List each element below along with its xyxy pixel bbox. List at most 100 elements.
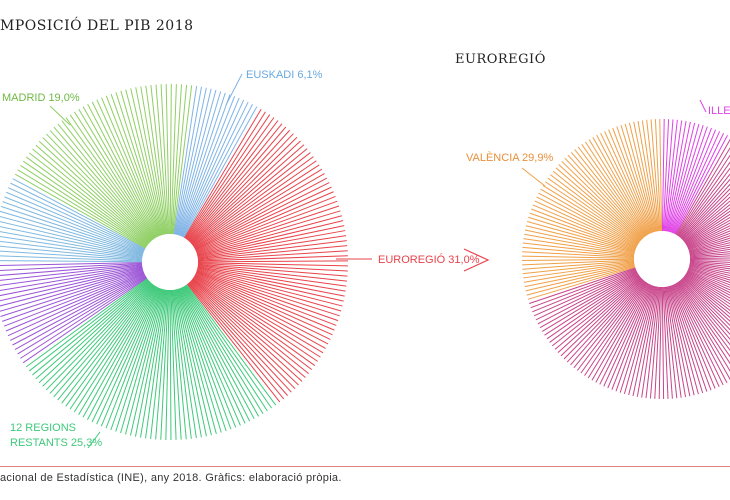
right-pie-slice-2-line: [654, 119, 662, 232]
right-pie-slice-1-line: [667, 286, 691, 397]
left-pie-slice-0-line: [193, 276, 321, 358]
right-pie-slice-1-line: [580, 281, 647, 374]
left-pie-slice-3-line: [0, 236, 143, 259]
left-pie-slice-2-line: [2, 270, 144, 322]
right-pie-slice-1-line: [689, 264, 730, 274]
left-pie-slice-2-line: [22, 277, 148, 364]
right-pie-slice-2-line: [522, 259, 635, 266]
left-pie-slice-1-line: [176, 289, 212, 436]
left-pie-slice-1-line: [28, 278, 149, 372]
left-pie-slice-3-line: [0, 210, 144, 255]
leader-line-valencia: [521, 167, 546, 187]
left-pie-slice-3-line: [0, 231, 143, 258]
right-pie-slice-1-line: [677, 281, 730, 358]
left-pie-slice-4-line: [45, 133, 151, 243]
right-pie-slice-1-line: [681, 188, 730, 240]
right-pie-slice-1-line: [529, 267, 636, 304]
right-pie-slice-2-line: [524, 229, 635, 254]
left-pie-slice-1-line: [182, 286, 255, 420]
left-pie-slice-1-line: [185, 284, 273, 409]
left-pie-slice-4-line: [57, 123, 153, 241]
right-pie-slice-0-line: [661, 119, 665, 232]
left-pie-slice-4-line: [150, 84, 168, 235]
right-pie-slice-2-line: [523, 263, 635, 283]
chart-title-euroregio: EUROREGIÓ: [455, 50, 546, 67]
right-pie-slice-1-line: [689, 242, 730, 253]
right-pie-slice-2-line: [574, 149, 645, 238]
left-pie-slice-5-line: [173, 85, 198, 235]
left-pie-slice-4-line: [82, 106, 157, 238]
right-pie-slice-2-line: [525, 225, 635, 253]
left-pie-slice-1-line: [134, 289, 166, 437]
right-pie-slice-1-line: [623, 285, 655, 394]
left-pie-slice-2-line: [5, 272, 145, 332]
right-pie-slice-1-line: [679, 178, 730, 239]
right-pie-slice-1-line: [689, 257, 730, 260]
right-pie-slice-1-line: [566, 279, 644, 363]
left-pie-slice-5-line: [176, 89, 217, 236]
left-pie-slice-4-line: [171, 84, 183, 235]
right-pie-slice-1-line: [679, 280, 730, 346]
left-pie-slice-1-line: [32, 279, 149, 376]
left-pie-slice-1-line: [171, 289, 182, 440]
right-pie-slice-1-line: [689, 251, 730, 257]
left-pie-slice-2-line: [0, 266, 143, 291]
left-pie-slice-1-line: [184, 285, 264, 414]
left-pie-slice-0-line: [197, 225, 345, 257]
left-pie-slice-4-line: [101, 97, 160, 237]
right-pie-slice-2-line: [527, 266, 636, 300]
left-pie-slice-5-line: [175, 88, 212, 235]
left-pie-slice-0-line: [197, 250, 348, 261]
right-pie-slice-1-line: [679, 173, 730, 238]
right-pie-slice-2-line: [522, 242, 635, 257]
left-pie-slice-4-line: [130, 88, 165, 235]
right-pie-slice-1-line: [681, 278, 730, 326]
left-pie-slice-0-line: [194, 274, 329, 345]
right-pie-slice-1-line: [688, 237, 730, 252]
left-pie-slice-1-line: [169, 289, 172, 441]
right-pie-slice-2-line: [588, 139, 648, 236]
left-pie-slice-0-line: [190, 144, 305, 244]
right-pie-slice-2-line: [633, 121, 657, 232]
left-pie-slice-5-line: [183, 106, 258, 238]
left-pie-slice-1-line: [69, 284, 155, 410]
right-pie-slice-2-line: [608, 129, 652, 234]
right-pie-slice-1-line: [551, 275, 641, 347]
right-pie-slice-2-line: [524, 233, 635, 255]
right-pie-slice-2-line: [564, 157, 643, 240]
left-pie-slice-3-line: [0, 245, 143, 260]
left-pie-slice-0-line: [193, 168, 323, 248]
left-pie-slice-2-line: [12, 274, 146, 346]
right-pie-slice-2-line: [522, 260, 635, 270]
left-pie-slice-0-line: [194, 182, 330, 250]
left-pie-slice-5-line: [182, 104, 253, 238]
right-pie-slice-1-line: [678, 167, 730, 237]
right-pie-slice-2-line: [522, 258, 635, 261]
left-pie-slice-1-line: [170, 289, 177, 440]
left-pie-slice-2: [0, 262, 148, 364]
left-pie-slice-0-line: [194, 177, 328, 250]
left-pie-slice-4-line: [125, 89, 164, 236]
right-pie-slice-2-line: [534, 200, 637, 248]
left-pie-slice-3-line: [0, 250, 143, 261]
left-pie-slice-3-line: [0, 221, 143, 257]
left-pie-slice-4-line: [120, 90, 163, 236]
right-pie-slice-1-line: [591, 283, 649, 381]
left-pie-slice-5-line: [174, 86, 202, 235]
left-pie-slice-4-line: [28, 152, 149, 246]
left-pie-slice-0-line: [195, 195, 336, 253]
right-pie-slice-1-line: [678, 281, 730, 352]
left-pie-slice-0-line: [196, 200, 338, 253]
right-pie-slice-1-line: [673, 283, 724, 386]
right-pie-slice-1-line: [658, 286, 662, 399]
left-pie-slice-2-line: [20, 276, 147, 359]
right-pie-slice-1-line: [683, 203, 730, 242]
left-pie-slice-1-line: [57, 283, 153, 401]
right-pie-slice-2-line: [558, 164, 642, 241]
right-pie-slice-2-line: [550, 174, 640, 243]
right-pie-slice-1-line: [576, 280, 646, 371]
left-pie-slice-0-line: [197, 263, 348, 277]
slice-label-12-regions-line2: RESTANTS 25,3%: [10, 437, 102, 449]
right-pie-slice-2-line: [529, 212, 636, 251]
leader-line-12-regions: [87, 431, 101, 449]
